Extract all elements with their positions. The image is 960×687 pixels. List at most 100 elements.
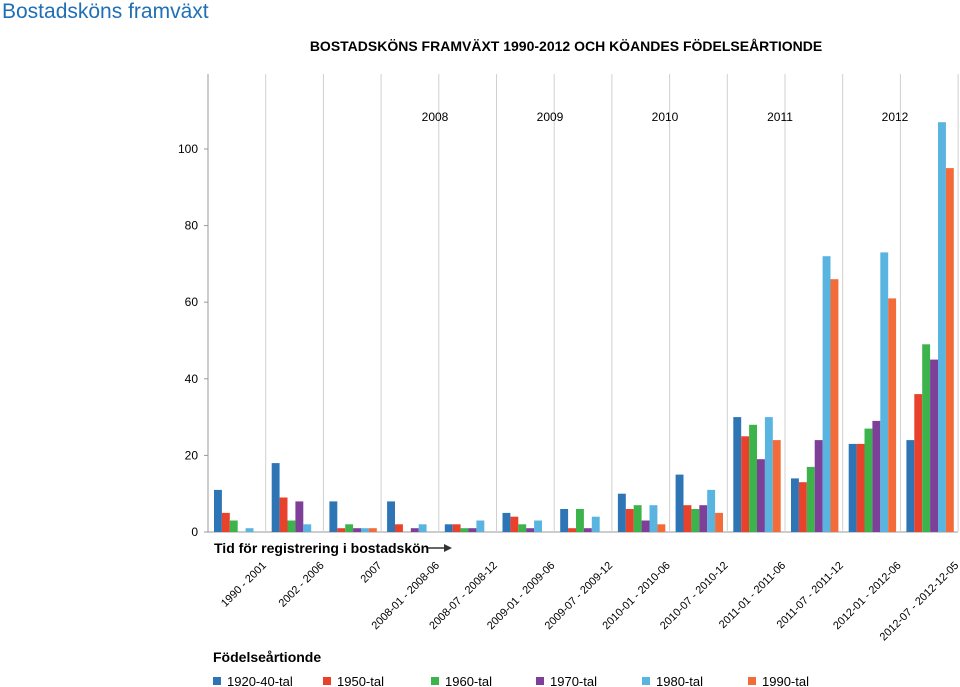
- bar: [625, 509, 634, 532]
- legend-swatch: [213, 677, 221, 685]
- bar: [221, 512, 230, 532]
- bar: [749, 424, 757, 532]
- bar: [683, 505, 692, 532]
- legend-label: 1920-40-tal: [227, 674, 293, 687]
- bar: [848, 443, 857, 532]
- bar: [856, 443, 865, 532]
- y-tick-label: 80: [185, 219, 199, 233]
- bar: [460, 528, 469, 532]
- bar: [641, 520, 650, 532]
- bar: [945, 168, 954, 532]
- bar: [303, 524, 312, 532]
- y-tick-label: 20: [185, 448, 199, 462]
- bar: [444, 524, 453, 532]
- bar: [329, 501, 338, 532]
- bar: [699, 505, 708, 532]
- bar: [245, 528, 254, 532]
- bar: [806, 466, 815, 532]
- bar: [938, 122, 946, 532]
- bar: [534, 520, 542, 532]
- legend-title: Födelseårtionde: [213, 649, 321, 665]
- bar: [560, 509, 569, 532]
- bar: [691, 509, 700, 532]
- legend-label: 1960-tal: [445, 674, 492, 687]
- bar: [526, 528, 535, 532]
- y-tick-label: 100: [178, 142, 198, 156]
- bar: [337, 528, 346, 532]
- bar: [930, 359, 938, 532]
- bar: [649, 505, 658, 532]
- legend-label: 1980-tal: [656, 674, 703, 687]
- bar: [387, 501, 395, 532]
- bar: [279, 497, 288, 532]
- year-header: 2012: [882, 110, 909, 124]
- year-header: 2010: [652, 110, 679, 124]
- bar: [361, 528, 369, 532]
- bar: [591, 516, 600, 532]
- bar: [798, 482, 807, 532]
- bar: [914, 394, 923, 532]
- bar: [287, 520, 296, 532]
- bar: [229, 520, 238, 532]
- legend-swatch: [748, 677, 756, 685]
- bar: [741, 436, 750, 533]
- bar: [872, 420, 881, 532]
- bar: [518, 524, 527, 532]
- bar: [510, 516, 519, 532]
- bar: [271, 463, 280, 532]
- legend-label: 1990-tal: [762, 674, 809, 687]
- bar: [757, 459, 765, 532]
- bar: [395, 524, 403, 532]
- bar: [707, 489, 716, 532]
- bar: [791, 478, 799, 532]
- bar: [214, 489, 222, 532]
- legend-swatch: [536, 677, 544, 685]
- bar: [353, 528, 361, 532]
- bar: [633, 505, 642, 532]
- bar: [657, 524, 666, 532]
- bar: [675, 474, 684, 533]
- bar: [345, 524, 354, 532]
- y-tick-label: 0: [191, 525, 198, 539]
- bar: [576, 509, 584, 532]
- bar: [568, 528, 576, 532]
- legend-swatch: [431, 677, 439, 685]
- legend-label: 1950-tal: [337, 674, 384, 687]
- legend-label: 1970-tal: [550, 674, 597, 687]
- bar: [888, 298, 897, 532]
- bar: [772, 440, 781, 532]
- bar: [418, 524, 427, 532]
- x-axis-label: Tid för registrering i bostadskön: [214, 540, 429, 556]
- bar: [502, 512, 511, 532]
- bar: [830, 279, 839, 532]
- bar: [764, 417, 773, 532]
- bar: [476, 520, 485, 532]
- y-tick-label: 60: [185, 295, 199, 309]
- legend-swatch: [642, 677, 650, 685]
- bar: [814, 440, 823, 532]
- bar: [452, 524, 461, 532]
- bar: [864, 428, 873, 532]
- bar: [880, 252, 889, 532]
- bar: [822, 256, 831, 532]
- year-header: 2008: [422, 110, 449, 124]
- bar: [468, 528, 477, 532]
- bar: [583, 528, 592, 532]
- page-heading: Bostadsköns framväxt: [2, 0, 209, 23]
- chart-title: BOSTADSKÖNS FRAMVÄXT 1990-2012 OCH KÖAND…: [310, 38, 822, 54]
- x-axis-arrow: [428, 544, 452, 552]
- legend-swatch: [323, 677, 331, 685]
- x-tick-label: 1990 - 2001: [219, 560, 269, 610]
- x-tick-label: 2002 - 2006: [277, 560, 327, 610]
- year-header: 2011: [767, 110, 793, 124]
- y-tick-label: 40: [185, 372, 199, 386]
- bar: [295, 501, 304, 532]
- bar: [617, 493, 626, 532]
- x-tick-label: 2007: [359, 560, 385, 586]
- bar: [906, 440, 915, 532]
- bar: [368, 528, 377, 532]
- year-header: 2009: [537, 110, 564, 124]
- bar: [410, 528, 419, 532]
- bar: [715, 512, 723, 532]
